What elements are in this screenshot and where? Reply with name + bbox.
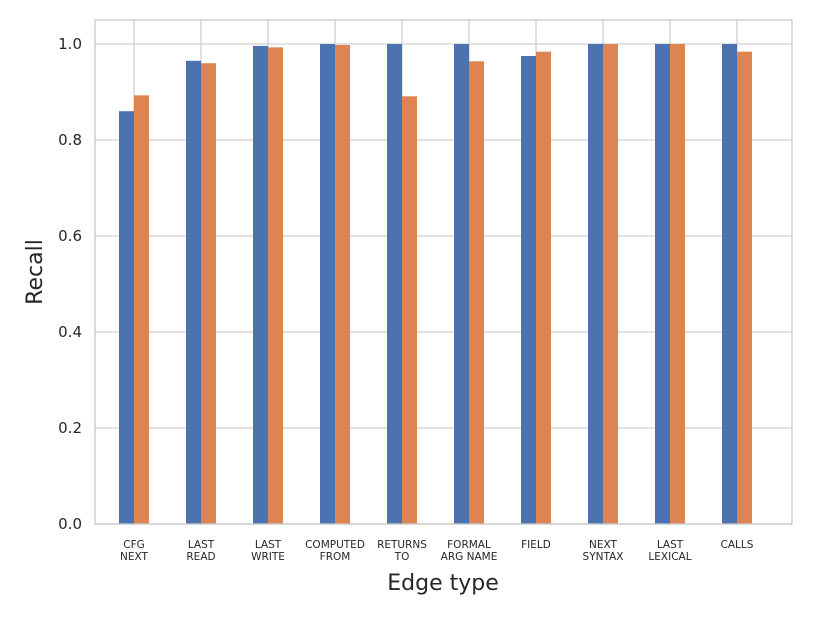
- bar-series-1: [588, 44, 603, 524]
- x-tick-label: TO: [394, 551, 410, 563]
- x-tick-label: WRITE: [251, 551, 285, 563]
- y-tick-label: 0.2: [58, 419, 82, 437]
- x-tick-label: LAST: [657, 539, 684, 551]
- bar-series-2: [536, 51, 551, 525]
- x-tick-label: NEXT: [120, 551, 148, 563]
- bar-series-2: [402, 96, 417, 524]
- y-tick-label: 0.0: [58, 515, 82, 533]
- plot-frame: [94, 19, 793, 525]
- y-axis-label: Recall: [23, 239, 48, 305]
- bar-series-2: [670, 44, 685, 524]
- x-axis-label: Edge type: [387, 571, 499, 596]
- x-tick-label: CFG: [123, 539, 145, 551]
- bar-series-1: [387, 44, 402, 524]
- x-tick-label: LAST: [188, 539, 215, 551]
- bar-series-2: [201, 63, 216, 524]
- bar-series-2: [737, 51, 752, 525]
- bar-series-1: [186, 60, 201, 525]
- x-tick-label: LEXICAL: [648, 551, 691, 563]
- bar-series-2: [603, 44, 618, 524]
- x-tick-label: LAST: [255, 539, 282, 551]
- bar-series-2: [469, 61, 484, 524]
- x-tick-label: RETURNS: [377, 539, 427, 551]
- bar-series-1: [454, 44, 469, 524]
- x-tick-label: FIELD: [521, 539, 551, 551]
- bar-series-1: [320, 44, 335, 524]
- x-tick-label: CALLS: [721, 539, 754, 551]
- bar-series-1: [655, 44, 670, 524]
- y-tick-label: 0.8: [58, 131, 82, 149]
- y-tick-labels: 0.0 0.2 0.4 0.6 0.8 1.0: [58, 35, 82, 533]
- x-tick-label: COMPUTED: [305, 539, 365, 551]
- x-tick-label: FROM: [320, 551, 351, 563]
- y-tick-label: 0.6: [58, 227, 82, 245]
- x-tick-label: NEXT: [589, 539, 617, 551]
- bar-series-2: [134, 95, 149, 525]
- y-tick-label: 1.0: [58, 35, 82, 53]
- x-tick-label: READ: [186, 551, 215, 563]
- bars: [119, 44, 752, 525]
- x-tick-labels: CFGNEXTLASTREADLASTWRITECOMPUTEDFROMRETU…: [120, 539, 754, 563]
- bar-series-1: [253, 45, 268, 525]
- bar-series-2: [335, 44, 350, 525]
- y-tick-label: 0.4: [58, 323, 82, 341]
- bar-series-2: [268, 47, 283, 525]
- bar-series-1: [722, 44, 737, 524]
- bar-series-1: [119, 111, 134, 524]
- bar-series-1: [521, 56, 536, 524]
- x-tick-label: FORMAL: [447, 539, 491, 551]
- x-tick-label: SYNTAX: [583, 551, 624, 563]
- x-tick-label: ARG NAME: [441, 551, 498, 563]
